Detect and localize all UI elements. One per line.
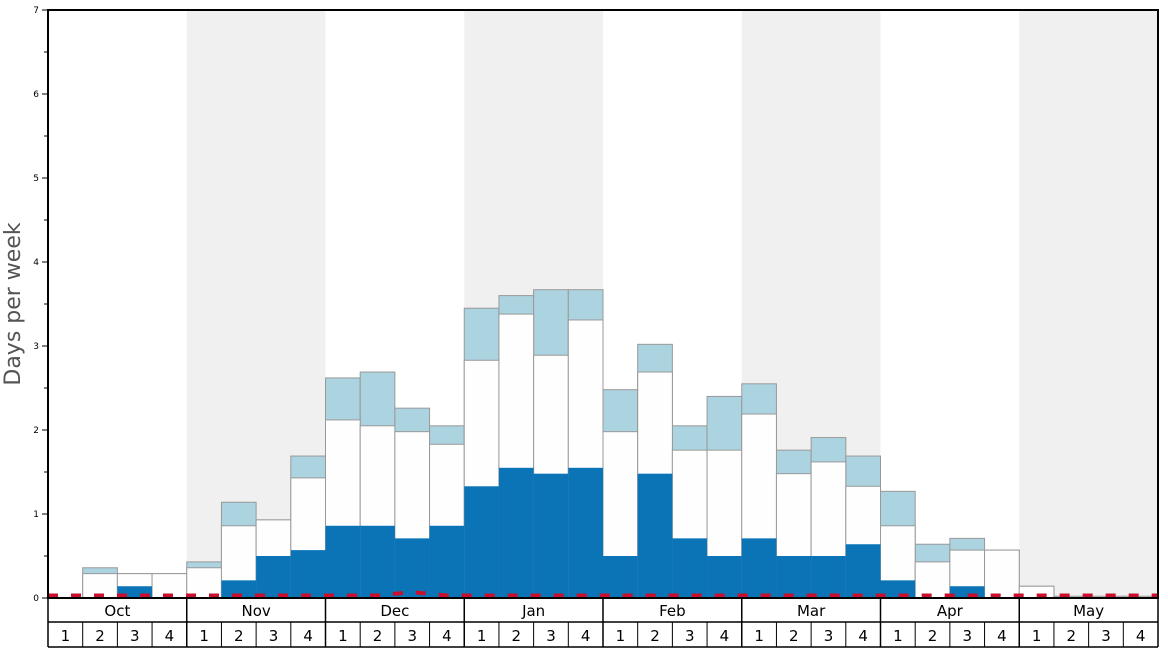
bar-series1-apr-1 xyxy=(880,580,916,598)
week-label: 1 xyxy=(477,627,487,645)
week-label: 4 xyxy=(442,627,452,645)
month-label-mar: Mar xyxy=(797,602,826,620)
bar-series1-nov-2 xyxy=(221,580,257,598)
bar-series1-feb-3 xyxy=(672,538,708,598)
bar-series1-nov-4 xyxy=(290,550,326,598)
month-band-may xyxy=(1019,10,1158,598)
bar-series1-feb-1 xyxy=(603,556,638,598)
week-label: 3 xyxy=(546,627,556,645)
week-label: 3 xyxy=(130,627,140,645)
bar-series1-jan-4 xyxy=(568,467,603,598)
week-label: 3 xyxy=(824,627,834,645)
week-label: 2 xyxy=(650,627,660,645)
bar-series2-apr-4 xyxy=(984,549,1020,599)
month-label-oct: Oct xyxy=(104,602,130,620)
bar-series1-mar-3 xyxy=(811,556,846,598)
week-label: 4 xyxy=(997,627,1007,645)
month-label-feb: Feb xyxy=(659,602,686,620)
y-tick-label: 7 xyxy=(33,6,39,16)
y-axis: 0 1 2 3 4 5 6 7 xyxy=(33,6,48,604)
bars-layer xyxy=(82,289,1159,599)
week-label: 4 xyxy=(165,627,175,645)
week-label: 1 xyxy=(199,627,209,645)
week-label: 1 xyxy=(61,627,71,645)
y-tick-label: 1 xyxy=(33,510,39,520)
week-label: 4 xyxy=(858,627,868,645)
bar-series1-dec-1 xyxy=(325,525,361,598)
bar-series1-nov-3 xyxy=(256,556,291,598)
week-label: 4 xyxy=(303,627,313,645)
y-tick-label: 0 xyxy=(33,594,39,604)
week-label: 2 xyxy=(234,627,244,645)
week-label: 1 xyxy=(338,627,348,645)
week-label: 3 xyxy=(685,627,695,645)
y-tick-label: 4 xyxy=(33,258,39,268)
bar-series1-dec-2 xyxy=(360,525,395,598)
bar-series1-mar-1 xyxy=(741,538,777,598)
bar-series1-oct-3 xyxy=(117,586,153,598)
bar-series1-jan-1 xyxy=(464,486,499,598)
y-tick-label: 6 xyxy=(33,90,39,100)
month-label-apr: Apr xyxy=(937,602,964,620)
week-label: 4 xyxy=(581,627,591,645)
bar-series1-feb-4 xyxy=(707,556,742,598)
average-line-layer xyxy=(48,590,1158,598)
bar-series1-apr-3 xyxy=(949,586,985,598)
y-tick-label: 2 xyxy=(33,426,39,436)
week-label: 2 xyxy=(95,627,105,645)
week-label: 4 xyxy=(720,627,730,645)
week-label: 2 xyxy=(1067,627,1077,645)
week-label: 3 xyxy=(962,627,972,645)
bar-series1-mar-2 xyxy=(776,556,812,598)
bar-series1-feb-2 xyxy=(637,473,673,598)
week-label: 1 xyxy=(893,627,903,645)
month-label-nov: Nov xyxy=(241,602,270,620)
month-label-jan: Jan xyxy=(521,602,545,620)
bar-series1-jan-3 xyxy=(533,473,569,598)
x-axis: Oct 1 2 3 4 Nov 1 2 3 4 Dec 1 2 3 4 Jan 1 2 3 4 Feb 1 2 3 4 Mar 1 2… xyxy=(47,598,1159,648)
bar-series1-dec-4 xyxy=(429,525,465,598)
week-label: 1 xyxy=(616,627,626,645)
week-label: 2 xyxy=(928,627,938,645)
month-label-may: May xyxy=(1073,602,1104,620)
plot-frame xyxy=(47,9,1159,599)
bar-series2-apr-2 xyxy=(914,561,951,599)
week-label: 3 xyxy=(269,627,279,645)
bar-series1-dec-3 xyxy=(394,538,430,598)
bar-series2-nov-1 xyxy=(186,567,222,599)
month-label-dec: Dec xyxy=(380,602,409,620)
bar-series1-mar-4 xyxy=(845,544,881,598)
y-axis-label: Days per week xyxy=(1,222,26,385)
week-label: 1 xyxy=(1032,627,1042,645)
bar-series1-jan-2 xyxy=(498,467,534,598)
week-label: 1 xyxy=(754,627,764,645)
week-label: 3 xyxy=(1101,627,1111,645)
week-label: 2 xyxy=(512,627,522,645)
week-label: 2 xyxy=(373,627,383,645)
y-tick-label: 5 xyxy=(33,174,39,184)
average-line xyxy=(48,590,1158,598)
bar-series2-may-1 xyxy=(1018,585,1055,599)
week-label: 2 xyxy=(789,627,799,645)
y-tick-label: 3 xyxy=(33,342,39,352)
week-label: 4 xyxy=(1136,627,1146,645)
week-label: 3 xyxy=(407,627,417,645)
